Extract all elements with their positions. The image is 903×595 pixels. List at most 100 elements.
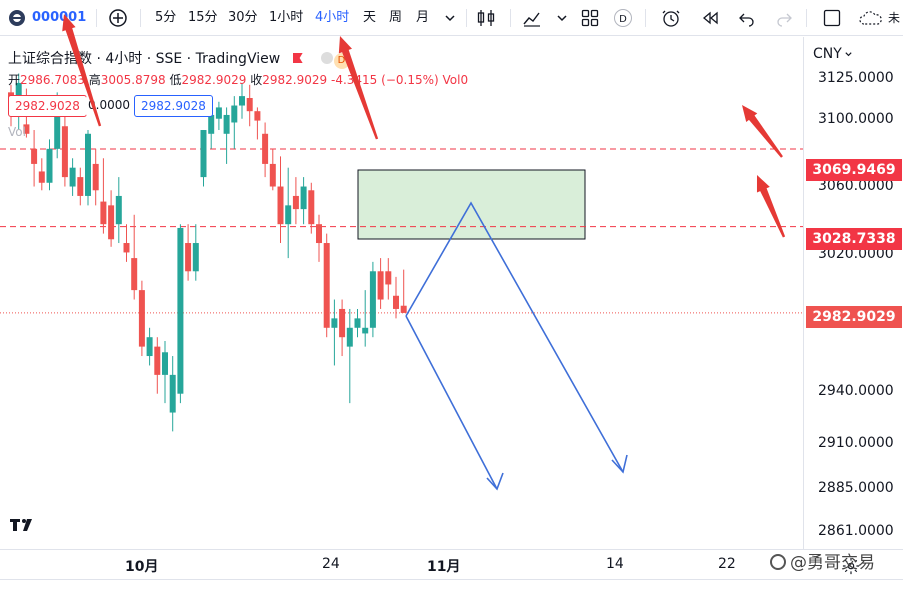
alert-clock-icon[interactable]	[661, 8, 681, 28]
interval-5m[interactable]: 5分	[155, 10, 177, 25]
price-tag-upper: 3069.9469	[806, 159, 902, 181]
candle-body	[200, 130, 207, 178]
candle-body	[254, 111, 261, 121]
price-tick: 3100.0000	[818, 111, 894, 127]
candle-body	[393, 295, 399, 309]
top-toolbar: 000001 5分 15分 30分 1小时 4小时 天 周 月 D 未	[0, 0, 903, 36]
price-tick: 3125.0000	[818, 70, 894, 86]
undo-icon[interactable]	[737, 8, 757, 28]
candle-body	[269, 163, 276, 187]
candle-body	[285, 205, 292, 225]
ohlc-change: -4.3415 (−0.15%)	[331, 73, 439, 87]
buy-button[interactable]: 2982.9028	[134, 95, 213, 117]
weibo-icon	[770, 554, 786, 570]
candle-body	[192, 243, 199, 272]
candle-body	[354, 318, 361, 328]
candle-body	[246, 97, 253, 112]
interval-week[interactable]: 周	[389, 10, 403, 25]
legend-d-badge: D	[333, 53, 350, 69]
d-badge-icon[interactable]: D	[613, 8, 633, 28]
candle-body	[323, 243, 330, 328]
candle-body	[377, 271, 384, 300]
volume-label: Vol	[8, 125, 26, 139]
legend-flag-icon	[292, 53, 303, 63]
price-tick: 2861.0000	[818, 523, 894, 539]
watermark-text: @勇哥交易	[790, 553, 875, 573]
legend-title: 上证综合指数 · 4小时 · SSE · TradingView	[8, 51, 281, 67]
unsaved-label: 未	[888, 11, 901, 25]
chart-pane[interactable]	[0, 37, 803, 549]
candle-body	[162, 352, 168, 375]
candle-body	[23, 124, 30, 134]
candle-body	[138, 290, 145, 347]
candle-body	[339, 308, 346, 338]
interval-15m[interactable]: 15分	[188, 10, 218, 25]
candle-body	[262, 133, 269, 164]
time-scale[interactable]: 10月 24 11月 14 22	[0, 549, 903, 579]
fullscreen-square-icon[interactable]	[822, 8, 842, 28]
price-scale[interactable]: CNY 3125.0000 3100.0000 3060.0000 3020.0…	[803, 37, 903, 549]
compare-add-icon[interactable]	[108, 8, 128, 28]
candle-body	[231, 105, 238, 123]
symbol-search-button[interactable]: 000001	[32, 10, 87, 25]
legend-dot	[321, 52, 334, 64]
candle-body	[115, 195, 122, 225]
candle-body	[54, 101, 61, 149]
volume-value: Vol0	[442, 73, 469, 87]
bottom-bar	[0, 579, 903, 595]
sell-button[interactable]: 2982.9028	[8, 95, 87, 117]
interval-1h[interactable]: 1小时	[269, 10, 304, 25]
price-tick: 2940.0000	[818, 383, 894, 399]
price-tick: 3060.0000	[818, 178, 894, 194]
currency-selector[interactable]: CNY	[813, 46, 842, 62]
candle-body	[146, 337, 153, 357]
cloud-save-icon[interactable]	[858, 8, 884, 28]
settings-gear-icon[interactable]	[842, 557, 860, 575]
ohlc-low: 2982.9029	[181, 73, 247, 87]
candle-body	[292, 195, 299, 210]
candle-body	[123, 243, 130, 253]
last-price-tag: 2982.9029	[806, 306, 902, 328]
candle-body	[131, 258, 138, 291]
candle-body	[400, 305, 407, 313]
arrowhead-long	[611, 454, 628, 474]
ohlc-open-label: 开	[8, 73, 21, 87]
candle-body	[38, 171, 45, 183]
candle-body	[215, 107, 222, 119]
indicators-icon[interactable]	[522, 8, 542, 28]
tradingview-logo-icon[interactable]	[8, 515, 38, 535]
interval-30m[interactable]: 30分	[228, 10, 258, 25]
chevron-down-icon[interactable]	[552, 8, 572, 28]
candle-body	[85, 133, 91, 196]
replay-icon[interactable]	[700, 8, 720, 28]
projection-path-long	[405, 201, 624, 473]
candle-body	[154, 346, 161, 375]
candlestick-type-icon[interactable]	[476, 8, 496, 28]
arrowhead-short	[486, 472, 504, 491]
time-label: 14	[606, 556, 624, 572]
candle-body	[92, 163, 99, 191]
interval-4h[interactable]: 4小时	[315, 10, 350, 25]
candle-body	[316, 224, 322, 244]
price-tick: 2885.0000	[818, 480, 894, 496]
candle-body	[108, 205, 115, 240]
ohlc-close-label: 收	[250, 73, 263, 87]
candle-body	[31, 148, 38, 164]
chevron-down-icon[interactable]	[844, 50, 853, 59]
time-label: 22	[718, 556, 736, 572]
time-label: 11月	[427, 559, 461, 575]
symbol-logo-icon	[9, 10, 25, 26]
candle-body	[208, 114, 215, 134]
chevron-down-icon[interactable]	[440, 8, 460, 28]
projection-path-short	[405, 315, 498, 490]
ohlc-low-label: 低	[169, 73, 182, 87]
candle-body	[69, 167, 76, 187]
time-label: 10月	[125, 559, 159, 575]
interval-day[interactable]: 天	[363, 10, 377, 25]
candle-body	[369, 271, 376, 328]
candle-body	[223, 114, 230, 134]
interval-month[interactable]: 月	[416, 10, 430, 25]
candle-body	[185, 243, 192, 272]
redo-icon[interactable]	[774, 8, 794, 28]
layout-grid-icon[interactable]	[580, 8, 600, 28]
